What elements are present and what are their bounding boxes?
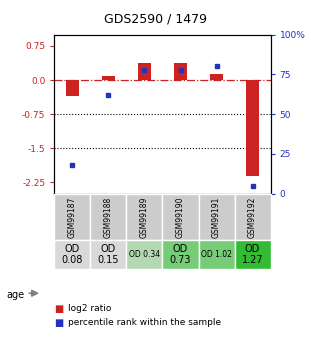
Text: GSM99187: GSM99187 <box>68 196 77 238</box>
Bar <box>174 63 187 80</box>
Bar <box>102 76 115 80</box>
Text: OD
1.27: OD 1.27 <box>242 244 263 265</box>
Text: GSM99192: GSM99192 <box>248 196 257 238</box>
Bar <box>198 194 234 240</box>
Bar <box>162 240 198 269</box>
Bar <box>54 194 91 240</box>
Bar <box>91 240 127 269</box>
Bar <box>162 194 198 240</box>
Bar <box>234 194 271 240</box>
Bar <box>127 240 162 269</box>
Text: OD
0.73: OD 0.73 <box>170 244 191 265</box>
Bar <box>198 240 234 269</box>
Text: GSM99189: GSM99189 <box>140 196 149 238</box>
Text: GDS2590 / 1479: GDS2590 / 1479 <box>104 13 207 26</box>
Text: OD
0.08: OD 0.08 <box>62 244 83 265</box>
Text: ■: ■ <box>54 304 64 314</box>
Text: OD 0.34: OD 0.34 <box>129 250 160 259</box>
Bar <box>91 194 127 240</box>
Text: OD
0.15: OD 0.15 <box>98 244 119 265</box>
Bar <box>246 80 259 176</box>
Text: percentile rank within the sample: percentile rank within the sample <box>68 318 221 327</box>
Text: OD 1.02: OD 1.02 <box>201 250 232 259</box>
Text: age: age <box>6 290 24 300</box>
Bar <box>66 80 79 96</box>
Text: GSM99188: GSM99188 <box>104 196 113 238</box>
Text: log2 ratio: log2 ratio <box>68 304 112 313</box>
Bar <box>54 240 91 269</box>
Text: ■: ■ <box>54 318 64 327</box>
Bar <box>210 74 223 80</box>
Text: GSM99190: GSM99190 <box>176 196 185 238</box>
Bar <box>138 63 151 80</box>
Bar <box>127 194 162 240</box>
Bar <box>234 240 271 269</box>
Text: GSM99191: GSM99191 <box>212 196 221 238</box>
